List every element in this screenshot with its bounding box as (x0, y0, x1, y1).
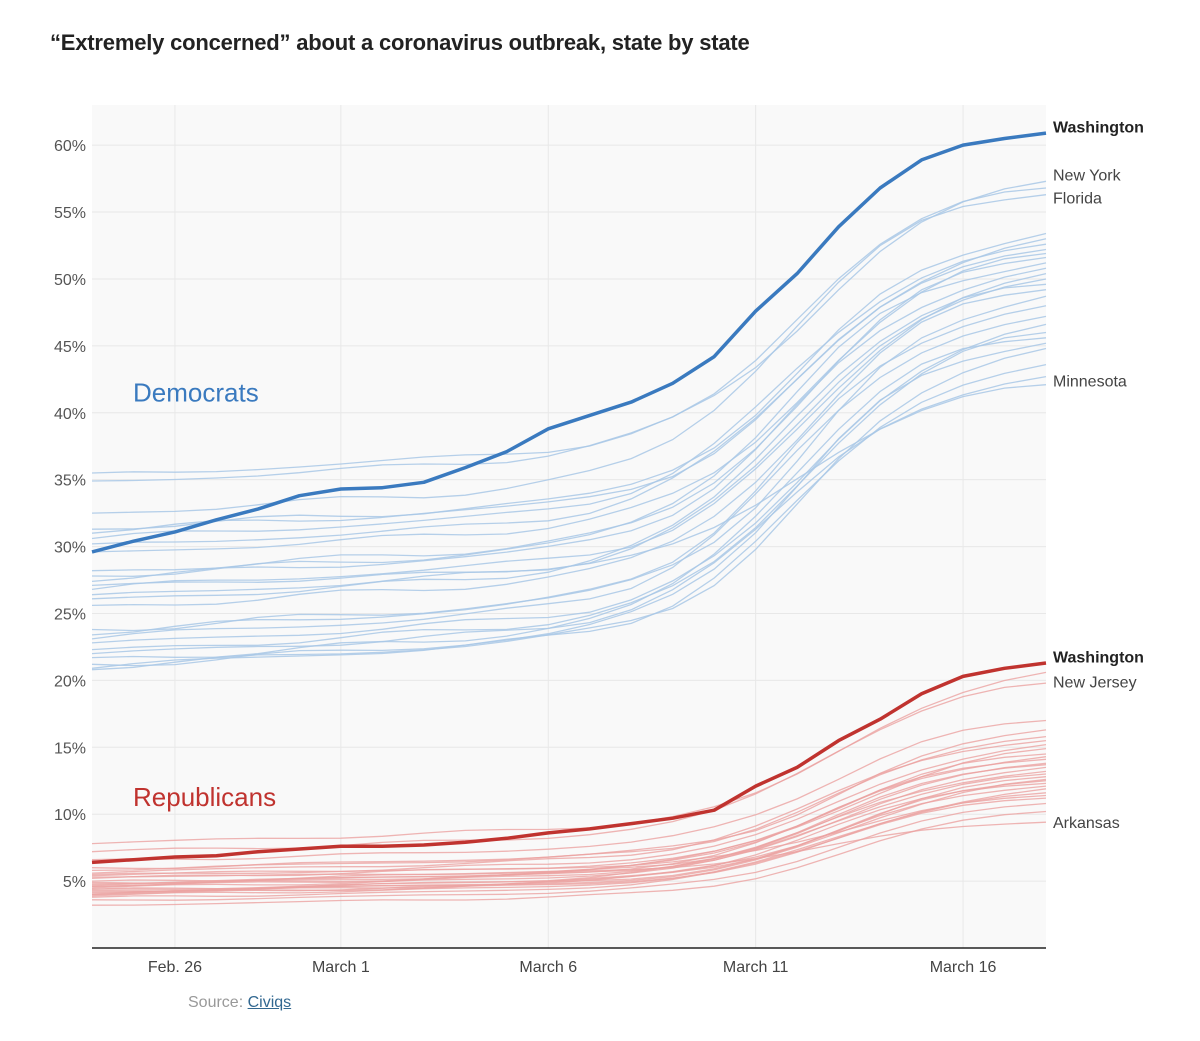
democrat-state-line (91, 305, 1047, 636)
state-label: Washington (1053, 119, 1144, 136)
republican-state-line (91, 821, 1047, 878)
democrat-state-line (91, 337, 1047, 659)
democrat-state-line (91, 243, 1047, 540)
group-label-republicans: Republicans (133, 782, 276, 812)
x-tick-label: March 1 (312, 959, 370, 976)
x-tick-label: March 11 (723, 959, 789, 976)
y-tick-label: 10% (54, 807, 86, 824)
x-tick-label: March 16 (930, 959, 997, 976)
democrat-state-line (91, 194, 1047, 514)
group-label-democrats: Democrats (133, 378, 259, 408)
y-tick-label: 25% (54, 606, 86, 623)
republican-state-line (91, 785, 1047, 894)
republican-state-line (91, 797, 1047, 898)
democrat-state-line (91, 384, 1047, 587)
republican-state-line (91, 810, 1047, 906)
state-label: New Jersey (1053, 675, 1137, 692)
washington-democrats-line (91, 131, 1047, 554)
republican-state-line (91, 735, 1047, 872)
republican-state-line (91, 794, 1047, 876)
democrat-state-line (91, 331, 1047, 651)
republican-state-line (91, 792, 1047, 897)
y-tick-label: 30% (54, 540, 86, 557)
republican-state-line (91, 802, 1047, 901)
y-tick-label: 20% (54, 673, 86, 690)
democrat-state-line (91, 262, 1047, 577)
state-label: Minnesota (1053, 374, 1127, 391)
republican-state-line (91, 739, 1047, 874)
y-tick-label: 50% (54, 272, 86, 289)
source-note: Source: Civiqs (188, 994, 291, 1012)
democrat-state-line (91, 248, 1047, 545)
state-label: New York (1053, 168, 1122, 185)
y-tick-label: 55% (54, 205, 86, 222)
democrat-state-line (91, 315, 1047, 640)
state-label: Washington (1053, 649, 1144, 666)
x-tick-label: March 6 (519, 959, 577, 976)
y-tick-label: 15% (54, 740, 86, 757)
y-tick-label: 35% (54, 473, 86, 490)
washington-republicans-line (91, 661, 1047, 865)
republican-state-line (91, 773, 1047, 889)
republican-state-line (91, 756, 1047, 888)
democrat-state-line (91, 272, 1047, 591)
x-tick-label: Feb. 26 (148, 959, 202, 976)
democrat-state-line (91, 187, 1047, 482)
democrat-state-line (91, 180, 1047, 474)
y-tick-label: 60% (54, 138, 86, 155)
democrat-state-line (91, 232, 1047, 530)
democrat-state-line (91, 347, 1047, 671)
y-tick-label: 45% (54, 339, 86, 356)
democrat-state-line (91, 289, 1047, 607)
state-label: Arkansas (1053, 815, 1120, 832)
democrat-state-line (91, 252, 1047, 553)
democrat-state-line (91, 363, 1047, 669)
chart-title: “Extremely concerned” about a coronaviru… (50, 30, 750, 55)
source-link[interactable]: Civiqs (247, 994, 292, 1011)
republican-state-line (92, 764, 1047, 890)
republican-state-line (91, 682, 1047, 853)
y-tick-label: 5% (63, 874, 86, 891)
republican-state-line (91, 719, 1047, 861)
republican-state-line (91, 743, 1047, 877)
y-tick-label: 40% (54, 406, 86, 423)
republican-state-line (91, 770, 1047, 888)
republican-state-line (91, 671, 1047, 845)
democrat-state-line (91, 267, 1047, 583)
republican-state-line (91, 778, 1047, 896)
state-label: Florida (1053, 190, 1102, 207)
source-prefix: Source: (188, 994, 248, 1011)
